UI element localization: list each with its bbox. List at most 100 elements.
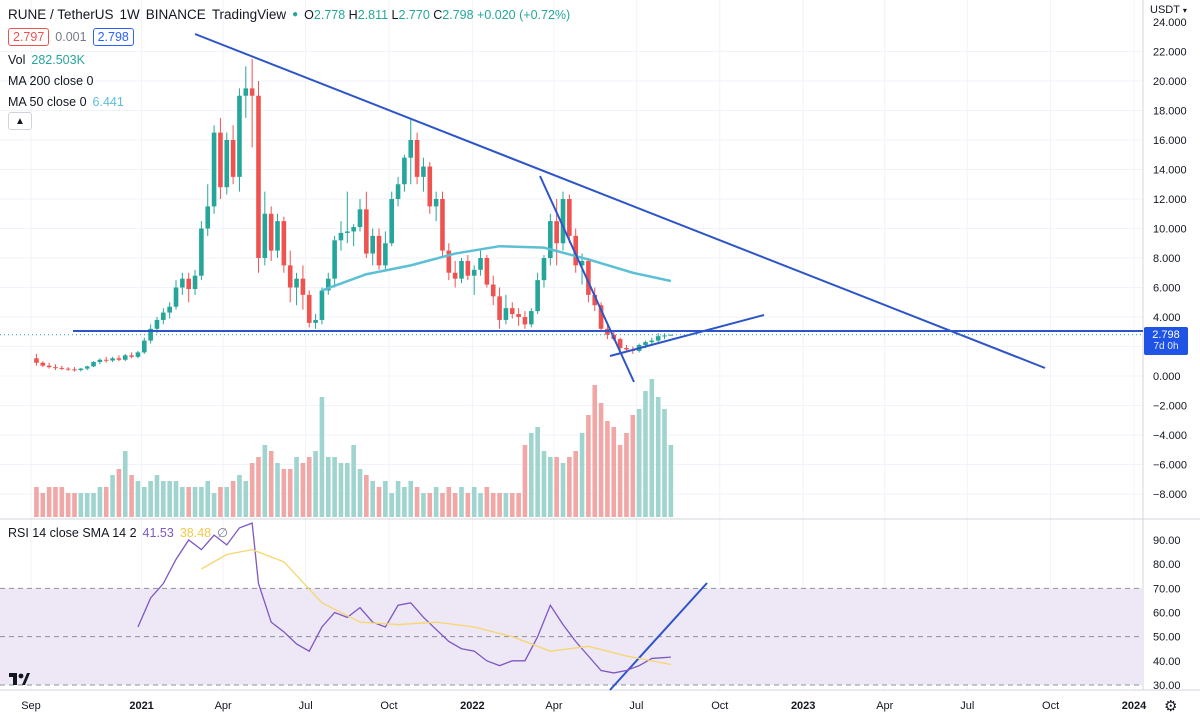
volume-bar [522, 445, 528, 517]
rsi-tick-label: 50.00 [1153, 632, 1181, 644]
volume-bar [440, 493, 445, 517]
price-tick-label: 14.000 [1153, 165, 1187, 177]
time-tick-label: 2021 [129, 700, 153, 712]
volume-bar [211, 493, 217, 517]
candle-body [205, 206, 211, 229]
volume-value: 282.503K [31, 53, 85, 67]
candle-body [383, 243, 388, 266]
candle-body [319, 290, 325, 320]
candle-body [484, 258, 490, 285]
volume-bar [256, 457, 261, 517]
symbol-name[interactable]: RUNE / TetherUS [8, 7, 114, 22]
candle-body [497, 296, 502, 320]
volume-bar [554, 457, 559, 517]
trend-lines [0, 33, 1143, 691]
candle-body [395, 184, 401, 199]
volume-bar [490, 493, 496, 517]
volume-bar [478, 493, 483, 517]
trend-line [609, 582, 708, 691]
candle-body [617, 339, 623, 348]
candle-body [249, 88, 255, 96]
rsi-tick-label: 80.00 [1153, 559, 1181, 571]
price-tick-label: 16.000 [1153, 135, 1187, 147]
candle-body [655, 336, 661, 341]
candle-body [180, 278, 185, 288]
rsi-axis[interactable]: 90.00 80.00 70.00 60.00 50.00 40.00 30.00 [1153, 535, 1181, 692]
volume-bar [395, 481, 401, 517]
candle-body [122, 355, 128, 360]
price-tick-label: −6.000 [1153, 460, 1187, 472]
candle-body [72, 369, 77, 371]
market-status-icon: ● [292, 9, 299, 20]
volume-bar [59, 487, 65, 517]
candle-body [567, 199, 572, 236]
volume-bars [34, 379, 674, 517]
volume-bar [459, 487, 464, 517]
rsi-legend[interactable]: RSI 14 close SMA 14 2 41.53 38.48 ∅ [8, 525, 228, 541]
candle-body [161, 312, 166, 320]
ma200-label: MA 200 close 0 [8, 74, 94, 88]
candle-body [129, 355, 134, 357]
volume-bar [218, 487, 223, 517]
volume-bar [338, 463, 344, 517]
rsi-value: 41.53 [142, 525, 174, 540]
candle-body [414, 140, 420, 177]
volume-bar [53, 487, 58, 517]
volume-legend[interactable]: Vol 282.503K [8, 53, 85, 67]
volume-bar [237, 475, 242, 517]
volume-bar [427, 493, 433, 517]
price-tick-label: 8.000 [1153, 253, 1181, 265]
candle-body [141, 340, 147, 353]
candle-body [490, 284, 496, 297]
volume-bar [630, 415, 636, 517]
chevron-up-icon: ▲ [15, 115, 25, 127]
volume-bar [643, 391, 648, 517]
rsi-tick-label: 70.00 [1153, 583, 1181, 595]
chevron-down-icon: ▾ [1182, 6, 1187, 15]
candle-body [211, 132, 217, 207]
volume-bar [122, 451, 128, 517]
volume-bar [497, 493, 502, 517]
volume-bar [605, 421, 610, 517]
candle-body [268, 213, 274, 251]
candle-body [65, 368, 71, 370]
candle-body [275, 221, 280, 251]
currency-label: USDT [1150, 4, 1180, 16]
volume-bar [192, 487, 198, 517]
price-tick-label: 0.000 [1153, 371, 1181, 383]
volume-bar [116, 469, 122, 517]
volume-bar [84, 493, 90, 517]
sell-price-button[interactable]: 2.797 [8, 28, 50, 46]
price-axis[interactable]: 24.000 22.000 20.000 18.000 16.000 14.000 12.0… [1153, 17, 1187, 501]
volume-bar [573, 451, 579, 517]
tradingview-logo-icon[interactable] [8, 668, 30, 690]
volume-bar [91, 493, 96, 517]
candle-body [592, 294, 598, 306]
volume-bar [383, 481, 388, 517]
collapse-legend-button[interactable]: ▲ [8, 112, 32, 130]
time-tick-label: 2024 [1122, 700, 1147, 712]
candle-body [103, 359, 109, 361]
ma200-legend[interactable]: MA 200 close 0 [8, 74, 93, 88]
ma50-legend[interactable]: MA 50 close 0 6.441 [8, 95, 124, 109]
volume-bar [414, 487, 420, 517]
buy-price-button[interactable]: 2.798 [92, 28, 134, 46]
price-tick-label: −2.000 [1153, 401, 1187, 413]
currency-selector[interactable]: USDT ▾ [1150, 4, 1187, 16]
volume-bar [357, 469, 363, 517]
candle-body [351, 227, 356, 232]
candle-body [287, 265, 293, 288]
volume-bar [560, 463, 566, 517]
volume-bar [351, 445, 356, 517]
candle-body [294, 278, 299, 288]
volume-bar [516, 493, 521, 517]
time-tick-label: Jul [629, 700, 643, 712]
volume-bar [452, 493, 458, 517]
candle-body [224, 140, 230, 188]
gear-icon[interactable]: ⚙ [1164, 698, 1178, 715]
interval[interactable]: 1W [119, 7, 140, 22]
volume-bar [243, 481, 249, 517]
time-axis[interactable]: Sep 2021 Apr Jul Oct 2022 Apr Jul Oct 2023 Apr Jul O… [21, 700, 1147, 712]
candle-body [554, 221, 559, 244]
